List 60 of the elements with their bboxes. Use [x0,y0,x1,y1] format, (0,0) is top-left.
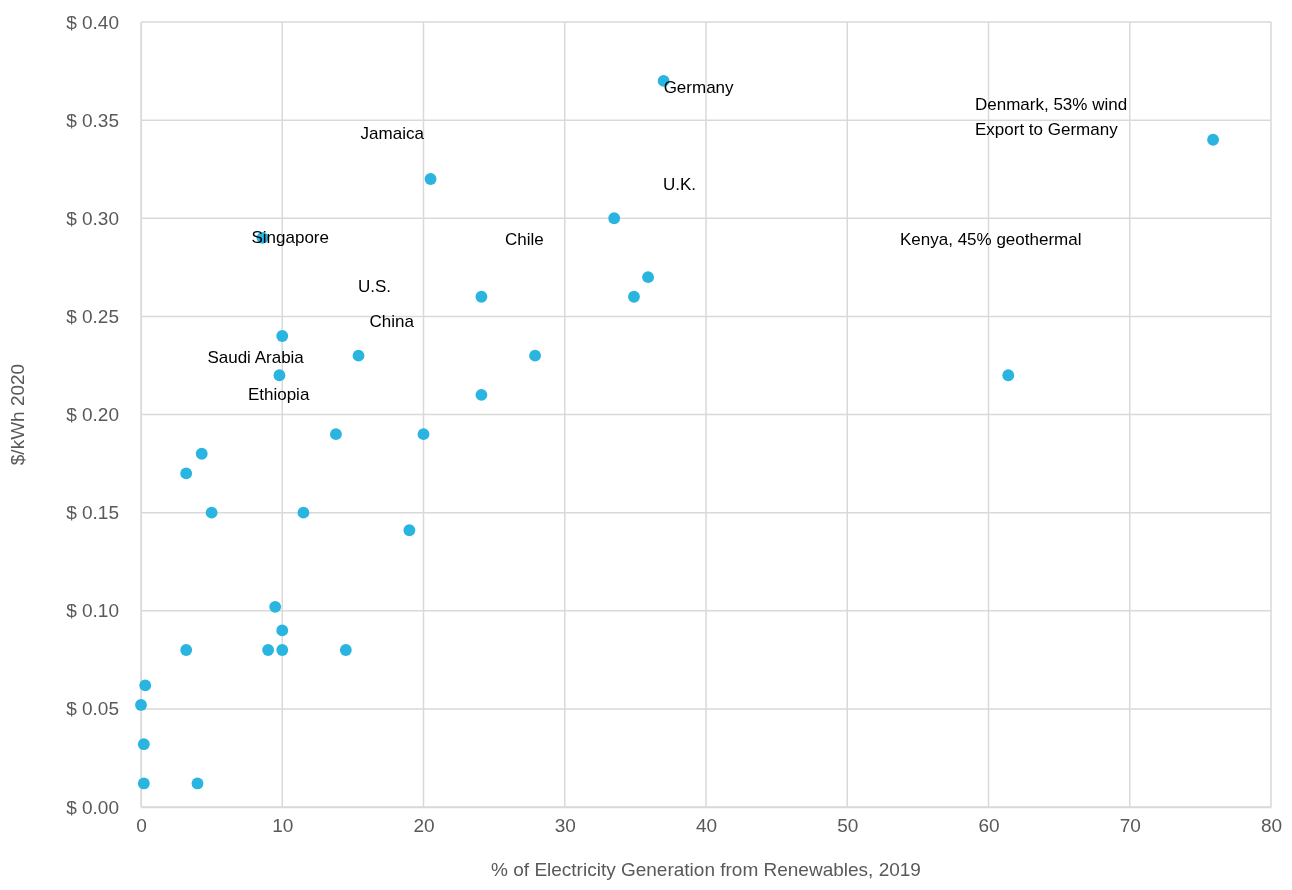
point [352,349,365,362]
point [475,290,488,303]
annotation: Ethiopia [247,385,310,405]
point [276,624,289,637]
annotation: China [369,312,415,332]
point [276,644,289,656]
x-tick-label: 40 [695,815,718,837]
point [180,644,193,656]
y-tick-label: $ 0.05 [66,698,119,720]
point [628,290,640,303]
point [529,349,541,362]
x-tick-label: 30 [554,815,576,837]
point [205,506,218,519]
annotation: Germany [663,78,735,98]
point [424,173,437,185]
x-tick-label: 80 [1260,815,1283,837]
point [475,388,488,401]
point [276,330,289,342]
annotation: U.S. [358,277,392,297]
annotation: Kenya, 45% geothermal [900,230,1082,250]
annotation: U.K. [663,175,697,195]
point [273,369,286,382]
point [262,644,275,656]
y-tick-label: $ 0.10 [66,600,119,622]
point [1002,369,1015,382]
y-tick-label: $ 0.00 [66,796,119,818]
annotation: Denmark, 53% wind Export to Germany [975,95,1128,140]
point [403,524,416,537]
point [135,699,147,711]
x-tick-label: 10 [272,815,294,837]
point [1207,133,1219,146]
point [339,644,352,656]
y-axis-title: $/kWh 2020 [7,363,28,466]
point [269,600,282,613]
point [139,679,152,692]
annotation: Saudi Arabia [207,348,305,368]
annotation: Jamaica [360,124,425,144]
point [137,777,150,790]
point [608,212,621,225]
x-tick-label: 50 [837,815,859,837]
x-axis-title: % of Electricity Generation from Renewables, 2019 [491,859,921,880]
point [417,428,430,441]
annotation: Chile [505,230,544,250]
y-tick-label: $ 0.25 [66,305,119,327]
x-tick-label: 60 [978,815,1000,837]
point [180,467,193,480]
y-tick-label: $ 0.20 [66,404,119,426]
point [137,738,150,751]
point [330,428,342,441]
y-tick-label: $ 0.15 [66,502,119,524]
y-tick-label: $ 0.35 [66,109,119,131]
x-tick-label: 70 [1119,815,1141,837]
x-tick-label: 20 [413,815,435,837]
point [297,506,310,519]
point [642,271,654,284]
point [191,777,204,790]
point [195,447,208,460]
y-tick-label: $ 0.40 [66,11,119,33]
y-tick-label: $ 0.30 [66,207,119,229]
x-tick-label: 0 [136,815,147,837]
